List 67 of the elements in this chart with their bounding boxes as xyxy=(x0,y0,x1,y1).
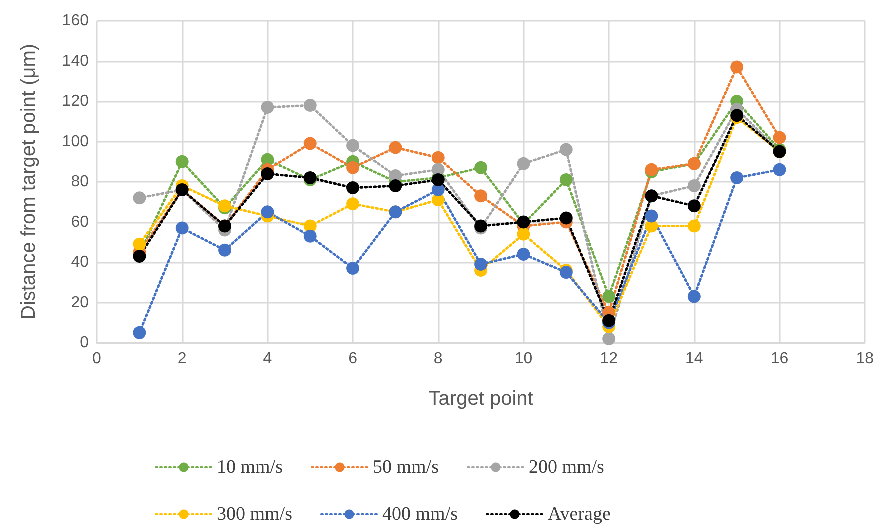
y-tick-label: 80 xyxy=(71,174,90,190)
point xyxy=(261,101,274,114)
x-tick-label: 2 xyxy=(178,350,187,368)
point xyxy=(389,180,402,193)
point xyxy=(773,131,786,144)
y-tick-label: 140 xyxy=(62,52,90,70)
point xyxy=(304,230,317,243)
y-tick-label: 120 xyxy=(62,93,90,110)
y-axis-title: Distance from target point (μm) xyxy=(18,44,40,320)
point xyxy=(688,200,701,213)
point xyxy=(688,220,701,233)
point xyxy=(176,155,189,168)
point xyxy=(474,161,488,174)
point xyxy=(218,244,232,257)
y-tick-label: 100 xyxy=(62,133,90,150)
point xyxy=(730,171,744,184)
legend-label: 200 mm/s xyxy=(528,457,604,478)
point xyxy=(432,151,445,164)
point xyxy=(517,157,530,170)
point xyxy=(133,326,146,340)
x-tick-label: 16 xyxy=(770,350,789,368)
legend-label: 400 mm/s xyxy=(382,504,458,525)
legend-label: 10 mm/s xyxy=(217,457,283,478)
point xyxy=(560,143,573,156)
point xyxy=(389,141,402,154)
point xyxy=(346,182,360,195)
point xyxy=(304,99,317,112)
point xyxy=(346,198,360,211)
y-tick-label: 20 xyxy=(71,294,90,312)
point xyxy=(261,167,274,180)
x-tick-label: 10 xyxy=(514,350,533,368)
x-axis-title: Target point xyxy=(428,388,534,410)
point xyxy=(346,139,360,152)
x-tick-label: 6 xyxy=(348,350,358,368)
x-tick-label: 8 xyxy=(434,350,443,368)
point xyxy=(346,161,360,174)
x-tick-label: 18 xyxy=(856,350,874,368)
point xyxy=(645,210,658,223)
point xyxy=(517,248,530,261)
point xyxy=(261,206,274,219)
point xyxy=(517,228,530,241)
point xyxy=(176,222,189,235)
point xyxy=(133,192,146,205)
x-tick-label: 12 xyxy=(600,350,618,368)
point xyxy=(474,258,488,272)
y-tick-label: 0 xyxy=(80,334,90,352)
point xyxy=(474,190,488,203)
point xyxy=(730,60,744,74)
point xyxy=(688,290,701,304)
point xyxy=(133,238,146,251)
point xyxy=(688,180,701,193)
x-tick-label: 0 xyxy=(92,350,102,368)
y-tick-label: 60 xyxy=(71,214,90,231)
point xyxy=(602,290,616,304)
y-tick-label: 160 xyxy=(62,12,90,30)
point xyxy=(773,163,786,176)
legend-label: 50 mm/s xyxy=(372,457,439,478)
y-tick-label: 40 xyxy=(71,254,90,271)
x-tick-label: 4 xyxy=(263,350,272,368)
point xyxy=(304,137,317,150)
point xyxy=(560,212,573,225)
point xyxy=(346,262,360,276)
legend-label: Average xyxy=(548,504,611,525)
point xyxy=(560,173,573,186)
legend-label: 300 mm/s xyxy=(217,504,292,525)
x-tick-label: 14 xyxy=(686,350,704,368)
point xyxy=(602,332,616,346)
